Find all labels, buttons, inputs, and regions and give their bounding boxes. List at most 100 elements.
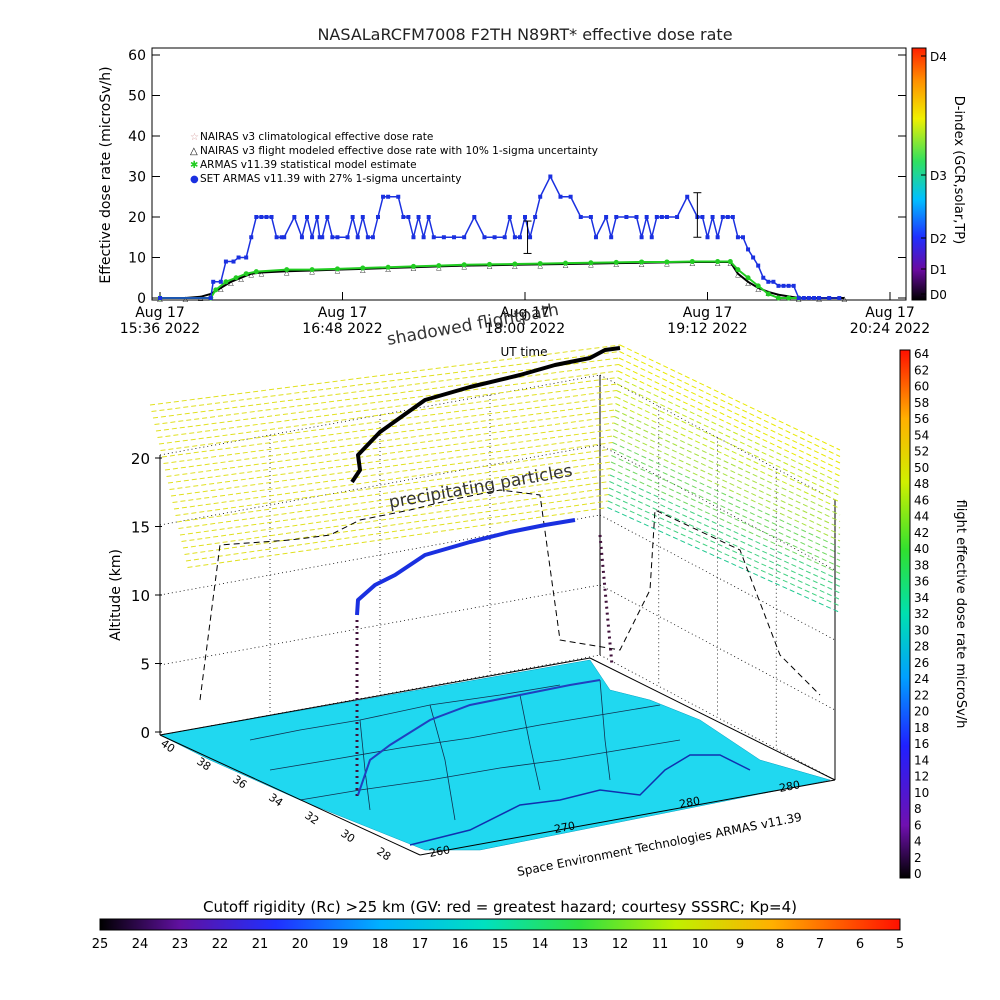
particle-line-left xyxy=(154,364,619,425)
data-point xyxy=(715,235,720,240)
dose-tick-label: 16 xyxy=(914,737,929,751)
data-point xyxy=(385,264,391,270)
state-borders xyxy=(249,679,681,821)
dose-tick-label: 10 xyxy=(914,786,929,800)
dose-tick-label: 60 xyxy=(914,380,929,394)
floor-edge xyxy=(159,734,421,856)
data-point xyxy=(482,235,487,240)
data-point xyxy=(231,259,236,264)
dose-tick-label: 44 xyxy=(914,510,929,524)
dose-tick-label: 34 xyxy=(914,591,929,605)
data-point xyxy=(320,235,325,240)
data-point xyxy=(588,260,594,266)
altitude-axis-label: Altitude (km) xyxy=(108,549,124,641)
data-point xyxy=(827,296,832,300)
y-tick-label: 40 xyxy=(128,129,146,145)
data-point xyxy=(330,235,335,240)
data-point xyxy=(740,235,745,240)
series-line xyxy=(160,260,799,299)
data-point xyxy=(274,235,279,240)
data-point xyxy=(624,215,629,219)
dose-tick-label: 22 xyxy=(914,688,929,702)
y-tick-label: 0 xyxy=(137,291,146,307)
data-point xyxy=(325,215,330,219)
data-point xyxy=(335,235,340,240)
dose-tick-label: 56 xyxy=(914,412,929,426)
particle-line-left xyxy=(169,429,614,490)
particle-line-right xyxy=(611,455,841,561)
particle-line-right xyxy=(612,435,841,542)
x-tick-label-date: Aug 17 xyxy=(865,305,915,321)
dindex-tick-label: D3 xyxy=(930,169,947,183)
data-point xyxy=(345,235,350,240)
particle-line-left xyxy=(157,377,618,438)
data-point: △ xyxy=(238,275,244,283)
particle-line-right xyxy=(611,448,841,555)
legend-label: NAIRAS v3 flight modeled effective dose … xyxy=(200,145,598,157)
data-point xyxy=(462,235,467,240)
dindex-tick-label: D4 xyxy=(930,50,947,64)
data-point xyxy=(538,194,543,199)
particle-line-right xyxy=(618,364,841,470)
data-point xyxy=(309,267,315,273)
particle-line-left xyxy=(178,468,611,529)
data-point xyxy=(751,255,756,260)
x-tick-label-date: Aug 17 xyxy=(500,305,550,321)
data-point xyxy=(213,287,219,293)
data-point xyxy=(766,279,771,284)
data-point xyxy=(472,215,477,219)
particle-line-right xyxy=(619,351,841,457)
particle-line-right xyxy=(617,370,841,477)
longitude-tick-label: 280 xyxy=(678,794,701,811)
dose-tick-label: 62 xyxy=(914,363,929,377)
data-point xyxy=(817,296,822,300)
data-point xyxy=(558,194,563,199)
dose-tick-label: 48 xyxy=(914,477,929,491)
particle-line-right xyxy=(608,494,841,600)
particle-line-right xyxy=(615,403,841,509)
data-point xyxy=(609,235,614,240)
particle-line-left xyxy=(164,409,616,471)
top-series-group: △△△△△△△△△△△△△△△△△△△△△△△△△△△△△△△△△△△△△ xyxy=(157,174,848,303)
data-point xyxy=(786,295,792,301)
data-point xyxy=(269,215,274,219)
x-tick-label-date: Aug 17 xyxy=(135,305,185,321)
data-point xyxy=(720,215,725,219)
data-point xyxy=(254,215,259,219)
data-point xyxy=(796,296,801,300)
dose-tick-label: 54 xyxy=(914,428,929,442)
particle-line-left xyxy=(184,494,609,555)
rc-colorbar-title: Cutoff rigidity (Rc) >25 km (GV: red = g… xyxy=(203,898,797,916)
state-border xyxy=(269,704,661,771)
data-point xyxy=(264,215,269,219)
particle-line-right xyxy=(617,377,841,483)
data-point xyxy=(512,235,517,240)
dose-tick-label: 18 xyxy=(914,721,929,735)
wall-grid-line xyxy=(159,584,601,666)
gulf-coast xyxy=(409,754,751,846)
y-tick-label: 60 xyxy=(128,48,146,64)
data-point xyxy=(806,296,811,300)
data-point xyxy=(441,235,446,240)
top-y-axis: 0 10 20 30 40 50 60 xyxy=(128,48,906,307)
legend-label: NAIRAS v3 climatological effective dose … xyxy=(200,131,433,143)
data-point xyxy=(604,215,609,219)
dose-colorbar-axis: 6462605856545250484644424038363432302826… xyxy=(914,347,929,881)
top-y-axis-label: Effective dose rate (microSv/h) xyxy=(98,66,114,283)
wall-grid-line xyxy=(599,374,836,501)
particle-line-right xyxy=(609,481,841,587)
data-point xyxy=(649,235,654,240)
particle-line-left xyxy=(181,481,610,542)
particle-line-left xyxy=(158,383,618,445)
projection-outline xyxy=(199,489,821,701)
particle-line-right xyxy=(613,422,841,529)
rc-tick-label: 20 xyxy=(292,937,309,952)
data-point xyxy=(664,215,669,219)
data-point xyxy=(223,259,228,264)
data-point xyxy=(310,235,315,240)
legend-marker: △ xyxy=(190,146,198,157)
data-point xyxy=(568,194,573,199)
rc-tick-label: 5 xyxy=(896,937,904,952)
